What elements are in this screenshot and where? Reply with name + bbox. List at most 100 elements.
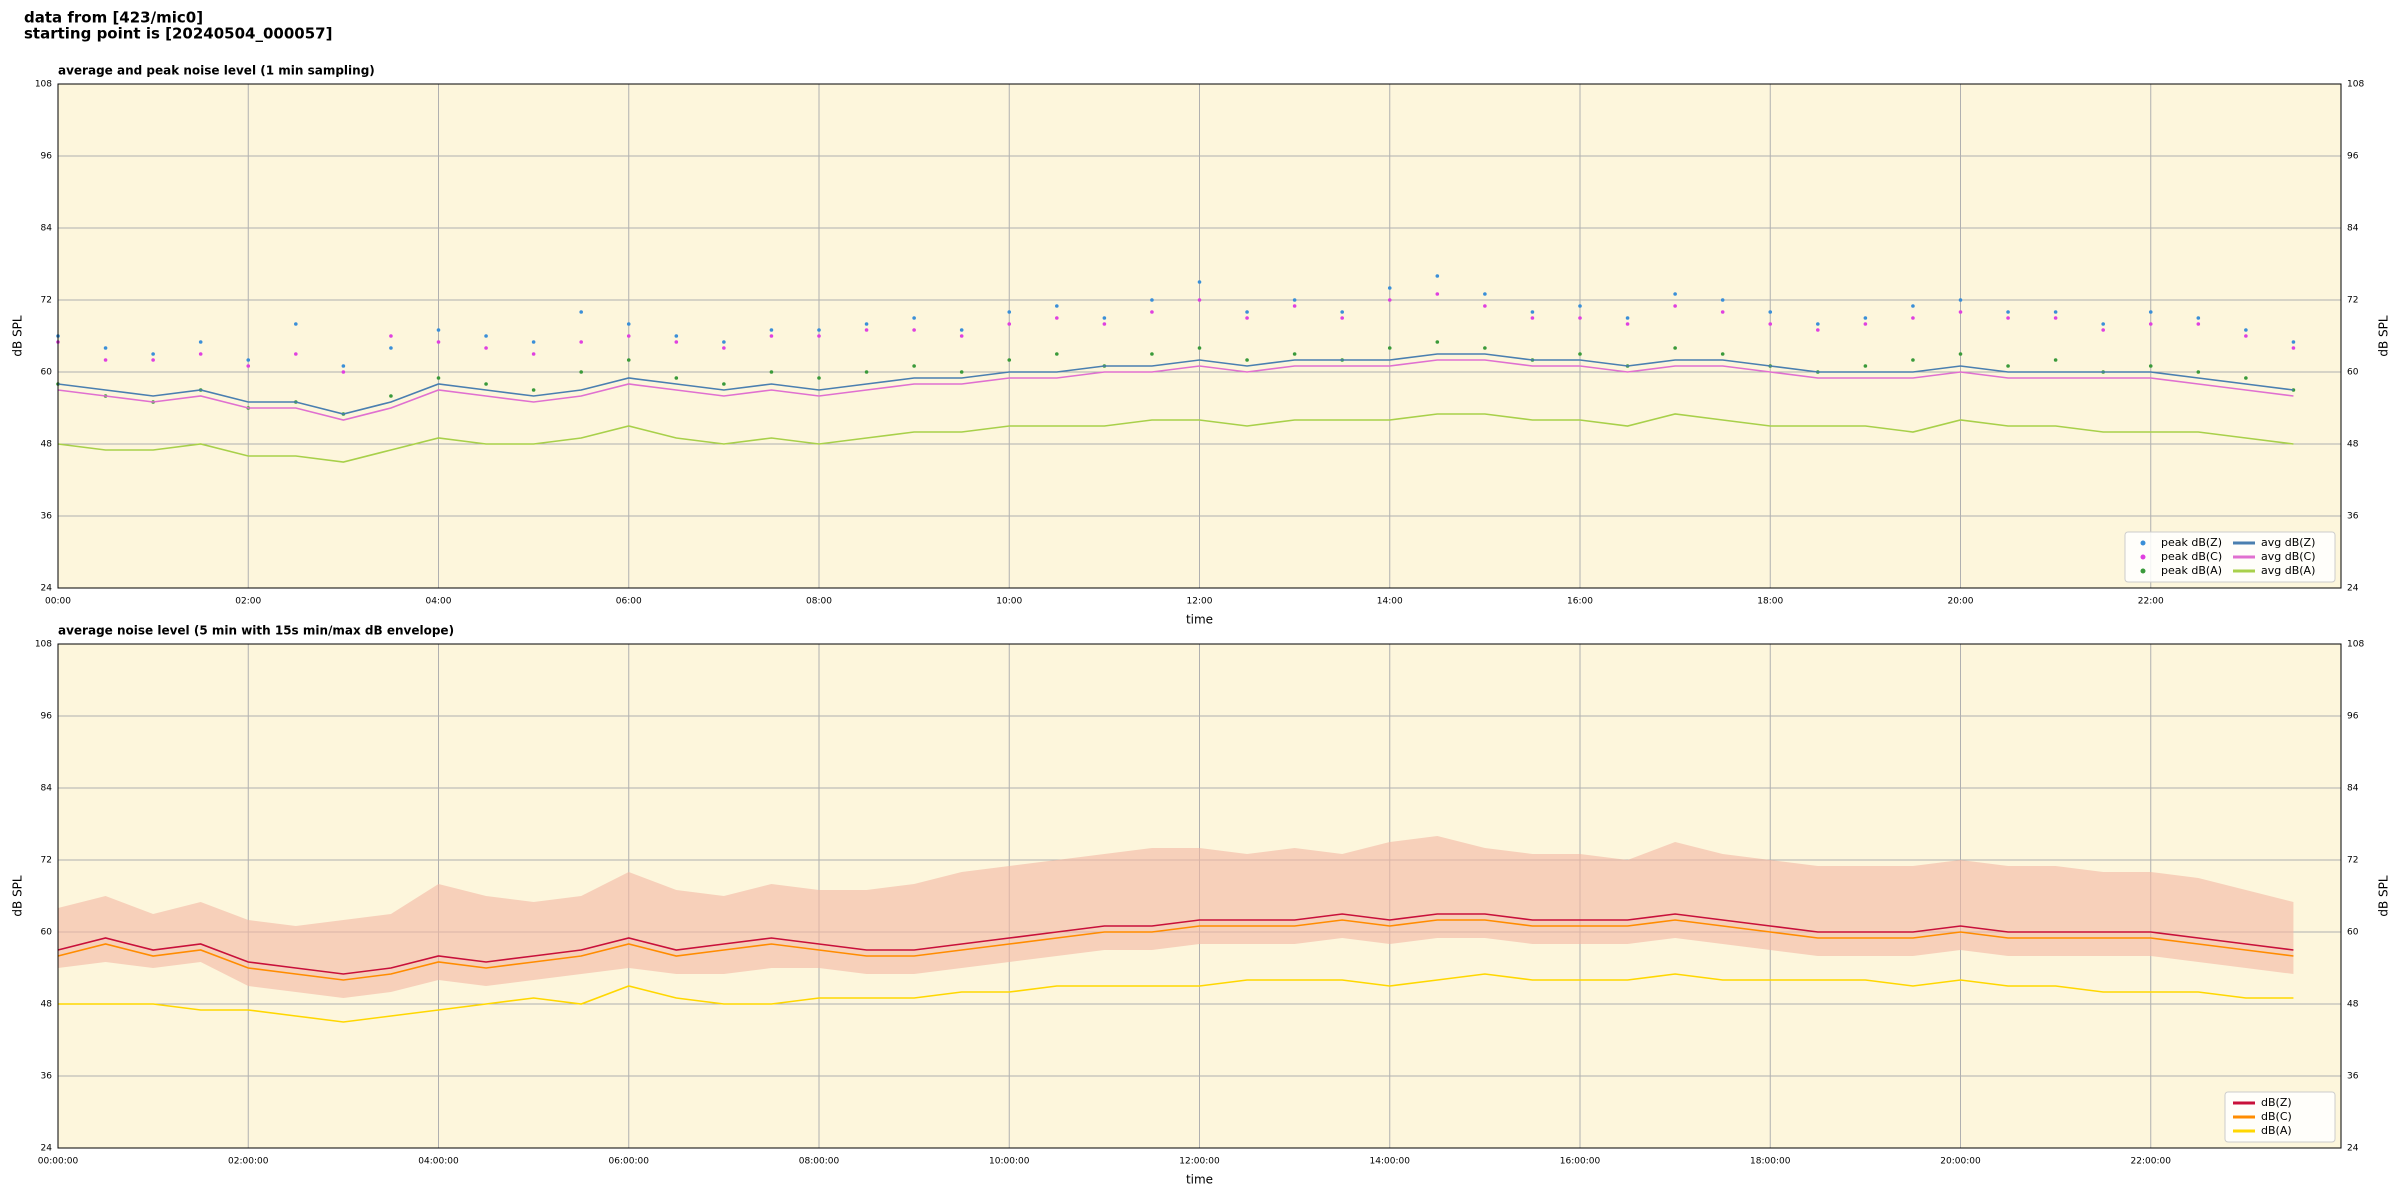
x-tick-label: 00:00 (45, 597, 71, 607)
y-tick-label: 60 (41, 928, 53, 938)
data-point (912, 328, 916, 332)
x-tick-label: 06:00 (616, 597, 642, 607)
x-tick-label: 20:00:00 (1940, 1157, 1981, 1167)
data-point (1197, 346, 1202, 350)
data-point (2101, 328, 2105, 332)
data-point (722, 346, 726, 350)
data-point (2006, 310, 2010, 314)
data-point (579, 310, 583, 314)
y2-tick-label: 48 (2347, 440, 2359, 450)
x-tick-label: 16:00 (1567, 597, 1593, 607)
data-point (1055, 352, 1059, 356)
data-point (389, 334, 393, 338)
data-point (1578, 304, 1582, 308)
data-point (674, 334, 679, 338)
data-point (198, 352, 203, 356)
x-axis-label: time (1186, 1173, 1213, 1187)
y2-tick-label: 36 (2347, 1072, 2359, 1082)
legend-label: peak dB(Z) (2161, 536, 2222, 549)
data-point (1245, 358, 1249, 362)
data-point (389, 394, 393, 398)
data-point (864, 370, 869, 374)
data-point (1768, 310, 1773, 314)
data-point (1720, 298, 1725, 302)
data-point (1911, 358, 1915, 362)
x-tick-label: 14:00 (1377, 597, 1403, 607)
data-point (769, 328, 774, 332)
data-point (1530, 310, 1535, 314)
data-point (1958, 298, 1963, 302)
data-point (817, 334, 821, 338)
data-point (1102, 316, 1107, 320)
data-point (1245, 310, 1249, 314)
y2-tick-label: 60 (2347, 368, 2359, 378)
y2-axis-label: dB SPL (2377, 875, 2391, 917)
data-point (103, 358, 108, 362)
data-line (57, 353, 2294, 415)
data-point (484, 334, 488, 338)
data-point (1245, 316, 1249, 320)
data-point (1435, 340, 1440, 344)
data-point (484, 346, 488, 350)
y-axis-label: dB SPL (11, 315, 25, 357)
y-tick-label: 96 (41, 712, 53, 722)
data-point (959, 328, 964, 332)
x-axis-label: time (1186, 613, 1213, 627)
data-point (1387, 298, 1392, 302)
data-point (2196, 322, 2201, 326)
data-line (58, 973, 2294, 1023)
legend-marker (2140, 568, 2146, 574)
data-point (1483, 304, 1487, 308)
data-point (864, 322, 869, 326)
y-tick-label: 72 (41, 856, 52, 866)
data-point (1578, 352, 1582, 356)
x-tick-label: 08:00 (806, 597, 832, 607)
data-line (57, 913, 2294, 975)
x-tick-label: 08:00:00 (799, 1157, 840, 1167)
y2-tick-label: 84 (2347, 784, 2359, 794)
data-point (1435, 274, 1440, 278)
data-point (579, 370, 583, 374)
data-point (674, 376, 679, 380)
x-tick-label: 10:00 (996, 597, 1022, 607)
data-point (1816, 328, 1820, 332)
y2-axis-label: dB SPL (2377, 315, 2391, 357)
data-point (484, 382, 488, 386)
y2-tick-label: 108 (2347, 640, 2364, 650)
chart-title: average and peak noise level (1 min samp… (58, 64, 375, 78)
x-tick-label: 10:00:00 (989, 1157, 1030, 1167)
x-tick-label: 16:00:00 (1560, 1157, 1601, 1167)
data-point (912, 364, 916, 368)
x-tick-label: 00:00:00 (38, 1157, 79, 1167)
x-tick-label: 18:00:00 (1750, 1157, 1791, 1167)
y2-tick-label: 96 (2347, 712, 2359, 722)
data-point (1340, 316, 1344, 320)
data-point (2148, 322, 2153, 326)
header-line: starting point is [20240504_000057] (24, 25, 332, 43)
legend-label: avg dB(C) (2261, 550, 2316, 563)
y-tick-label: 48 (41, 440, 53, 450)
data-point (1530, 316, 1535, 320)
data-point (769, 334, 774, 338)
data-point (1150, 352, 1154, 356)
data-point (246, 364, 251, 368)
data-line (57, 359, 2294, 421)
data-point (769, 370, 774, 374)
data-point (1055, 316, 1059, 320)
data-point (389, 346, 393, 350)
data-point (2244, 334, 2248, 338)
data-point (1197, 280, 1202, 284)
data-point (2244, 376, 2248, 380)
data-point (531, 388, 536, 392)
chart-title: average noise level (5 min with 15s min/… (58, 624, 454, 638)
legend-label: avg dB(A) (2261, 564, 2315, 577)
data-point (1483, 292, 1487, 296)
legend-label: peak dB(C) (2161, 550, 2222, 563)
y2-tick-label: 108 (2347, 80, 2364, 90)
data-point (2053, 310, 2058, 314)
data-point (151, 358, 155, 362)
data-point (1911, 304, 1915, 308)
data-point (1625, 316, 1630, 320)
x-tick-label: 12:00 (1187, 597, 1213, 607)
